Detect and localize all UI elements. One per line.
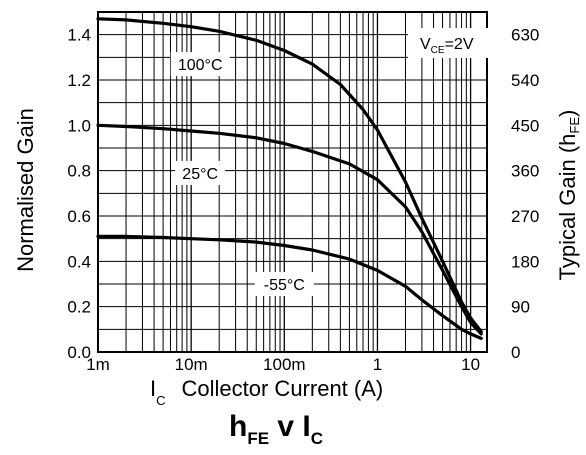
y2-tick-label: 180 [511,252,539,271]
y-tick-label: 0.6 [67,207,91,226]
y2-tick-label: 360 [511,162,539,181]
series-label-1: 25°C [182,166,218,183]
chart-title: hFE v IC [229,410,323,448]
series-label-2: -55°C [264,277,305,294]
y-tick-label: 0.8 [67,162,91,181]
tick-labels: 0.0 0.2 0.4 0.6 0.8 1.0 1.2 1.4 0 90 180 270 360 450 5… [67,26,539,374]
condition-text: VCE=2V [420,36,474,56]
series-labels: 100°C 25°C -55°C [170,52,314,296]
series-label-box-0 [170,52,230,77]
y2-tick-label: 0 [511,343,520,362]
series-line-2 [96,234,483,340]
plot-frame [97,11,488,353]
y2-tick-label: 540 [511,71,539,90]
x-axis-label: IC Collector Current (A) [150,376,383,408]
y-axis-label: Normalised Gain [13,108,38,272]
x-tick-label: 100m [263,355,306,374]
y2-tick-label: 270 [511,207,539,226]
x-tick-label: 1 [373,355,382,374]
series-line-1 [96,123,483,336]
y-tick-label: 1.0 [67,116,91,135]
series-label-box-2 [254,272,314,296]
y2-axis-label: Typical Gain (hFE) [555,110,582,281]
y-tick-label: 0.2 [67,298,91,317]
condition-box: VCE=2V [408,28,488,58]
series-label-box-1 [175,160,226,185]
y2-tick-label: 630 [511,26,539,45]
y-tick-label: 0.4 [67,252,91,271]
x-tick-label: 10 [461,355,480,374]
plot-border [97,11,488,353]
y-tick-label: 0.0 [67,343,91,362]
grid [97,12,487,352]
x-tick-label: 10m [175,355,208,374]
y-tick-label: 1.2 [67,71,91,90]
series-label-0: 100°C [178,57,223,74]
series-line-0 [96,17,483,334]
x-tick-label: 1m [86,355,110,374]
y-tick-label: 1.4 [67,26,91,45]
y2-tick-label: 90 [511,298,530,317]
series-lines [96,17,483,340]
y2-tick-label: 450 [511,116,539,135]
